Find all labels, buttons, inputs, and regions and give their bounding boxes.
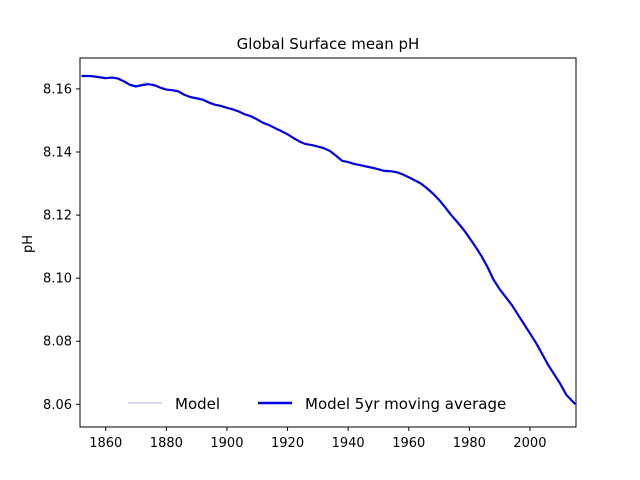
- x-tick-label: 1940: [332, 436, 365, 451]
- legend-label-moving-average: Model 5yr moving average: [305, 395, 506, 413]
- y-tick-label: 8.12: [43, 209, 72, 224]
- y-axis-label: pH: [21, 235, 36, 253]
- y-tick-label: 8.10: [43, 272, 72, 287]
- series-line-moving-average: [81, 74, 576, 406]
- x-tick-label: 1900: [210, 436, 243, 451]
- legend: Model Model 5yr moving average: [128, 395, 506, 413]
- legend-label-model: Model: [175, 395, 220, 413]
- y-axis-ticks: 8.06 8.08 8.10 8.12 8.14 8.16: [43, 82, 80, 413]
- y-tick-label: 8.06: [43, 398, 72, 413]
- x-tick-label: 2000: [513, 436, 546, 451]
- x-axis-ticks: 1860 1880 1900 1920 1940 1960 1980 2000: [89, 427, 546, 451]
- x-tick-label: 1860: [89, 436, 122, 451]
- plot-frame: [79, 57, 577, 428]
- chart-title: Global Surface mean pH: [237, 35, 420, 53]
- x-tick-label: 1880: [150, 436, 183, 451]
- x-tick-label: 1920: [271, 436, 304, 451]
- x-tick-label: 1960: [392, 436, 425, 451]
- y-tick-label: 8.14: [43, 145, 72, 160]
- y-tick-label: 8.16: [43, 82, 72, 97]
- y-tick-label: 8.08: [43, 335, 72, 350]
- series-layer: [81, 74, 576, 406]
- x-tick-label: 1980: [453, 436, 486, 451]
